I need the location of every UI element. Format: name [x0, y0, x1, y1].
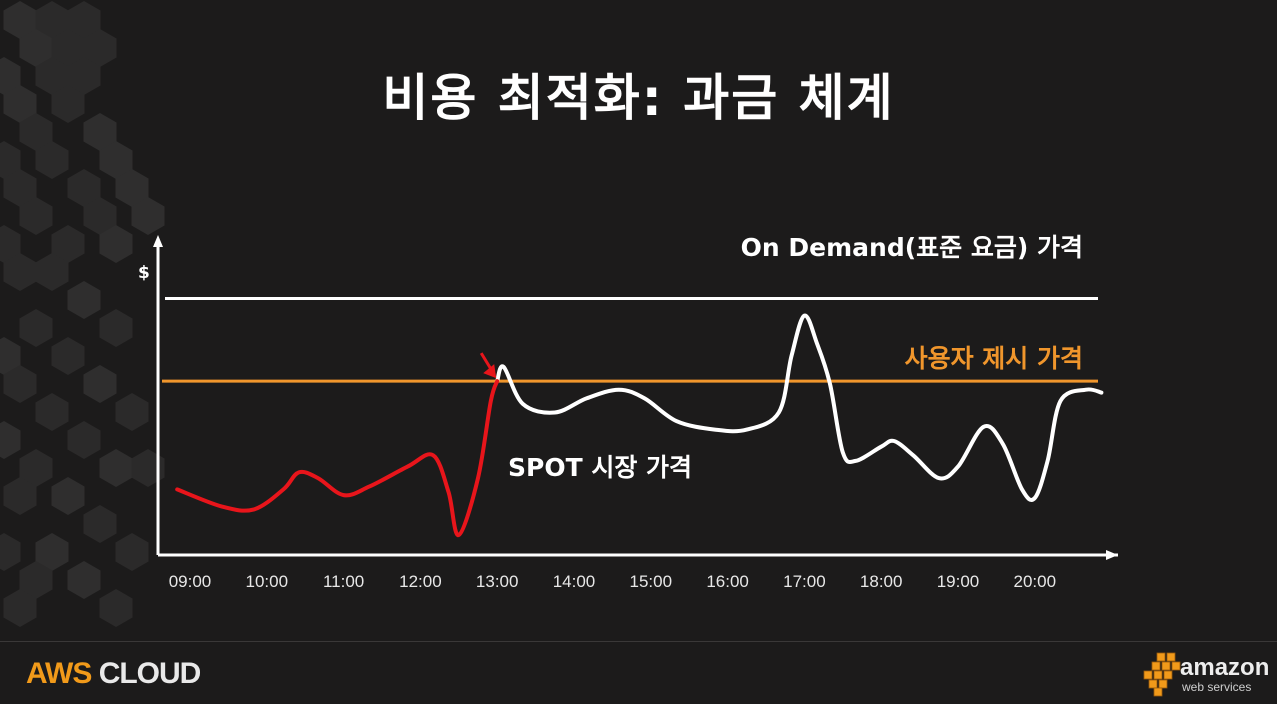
- hexagon-19: [19, 197, 53, 235]
- x-axis-arrow-icon: [1106, 550, 1118, 560]
- hexagon-37: [67, 421, 101, 459]
- web-services-wordmark: web services: [1182, 680, 1252, 694]
- y-axis-label: $: [138, 263, 150, 283]
- crossing-arrow-head-icon: [483, 364, 497, 379]
- hexagon-40: [131, 449, 165, 487]
- hexagon-50: [99, 589, 133, 627]
- on-demand-price-label: On Demand(표준 요금) 가격: [741, 233, 1083, 262]
- user-bid-price-label: 사용자 제시 가격: [905, 344, 1083, 373]
- hexagon-16: [3, 169, 37, 207]
- hexagon-33: [83, 365, 117, 403]
- hexagon-41: [3, 477, 37, 515]
- hexagon-0: [3, 1, 37, 39]
- hexagon-8: [67, 57, 101, 95]
- x-tick-label-8: 17:00: [783, 572, 826, 591]
- hexagon-5: [83, 29, 117, 67]
- spot-price-chart: $ 09:00 10:00 11:00 12:00 13:00 14:00 15:00 16:…: [138, 233, 1118, 591]
- hexagon-39: [99, 449, 133, 487]
- amazon-web-services-logo-icon: [1143, 652, 1181, 697]
- hexagon-43: [83, 505, 117, 543]
- hexagon-18: [115, 169, 149, 207]
- x-tick-label-3: 12:00: [399, 572, 442, 591]
- hexagon-22: [0, 225, 21, 263]
- hexagon-44: [0, 533, 21, 571]
- hexagon-6: [0, 57, 21, 95]
- hexagon-24: [99, 225, 133, 263]
- aws-cloud-logo: AWS CLOUD: [26, 657, 202, 691]
- x-tick-label-1: 10:00: [246, 572, 289, 591]
- x-tick-label-10: 19:00: [937, 572, 980, 591]
- footer-divider: [0, 641, 1277, 642]
- x-tick-label-6: 15:00: [630, 572, 673, 591]
- page-title: 비용 최적화: 과금 체계: [382, 69, 895, 127]
- hexagon-30: [0, 337, 21, 375]
- amazon-wordmark: amazon: [1180, 654, 1270, 681]
- hexagon-7: [35, 57, 69, 95]
- aws-cloud-logo-aws: AWS: [26, 657, 92, 690]
- x-tick-label-5: 14:00: [553, 572, 596, 591]
- hexagon-15: [99, 141, 133, 179]
- hexagon-1: [35, 1, 69, 39]
- hexagon-31: [51, 337, 85, 375]
- x-tick-label-2: 11:00: [323, 572, 364, 591]
- hexagon-10: [51, 85, 85, 123]
- spot-price-label: SPOT 시장 가격: [508, 453, 692, 482]
- hexagon-47: [19, 561, 53, 599]
- hexagon-42: [51, 477, 85, 515]
- hexagon-14: [35, 141, 69, 179]
- hexagon-26: [35, 253, 69, 291]
- hexagon-3: [19, 29, 53, 67]
- spot-price-line-above-bid: [495, 313, 1104, 502]
- x-tick-label-9: 18:00: [860, 572, 903, 591]
- hexagon-17: [67, 169, 101, 207]
- chart-axes: $: [138, 235, 1118, 560]
- hexagon-25: [3, 253, 37, 291]
- hexagon-11: [19, 113, 53, 151]
- hexagon-46: [115, 533, 149, 571]
- hexagon-12: [83, 113, 117, 151]
- hexagon-28: [19, 309, 53, 347]
- hexagon-36: [0, 421, 21, 459]
- hexagon-4: [51, 29, 85, 67]
- x-tick-label-11: 20:00: [1014, 572, 1057, 591]
- hexagon-38: [19, 449, 53, 487]
- hexagon-21: [131, 197, 165, 235]
- hexagon-45: [35, 533, 69, 571]
- x-axis-ticks: 09:00 10:00 11:00 12:00 13:00 14:00 15:00 16:00…: [169, 572, 1056, 591]
- hexagon-9: [3, 85, 37, 123]
- y-axis-arrow-icon: [153, 235, 163, 247]
- hexagon-32: [3, 365, 37, 403]
- x-tick-label-0: 09:00: [169, 572, 212, 591]
- hexagon-34: [35, 393, 69, 431]
- hexagon-27: [67, 281, 101, 319]
- hexagon-48: [67, 561, 101, 599]
- hexagon-2: [67, 1, 101, 39]
- series-layer: [162, 297, 1104, 538]
- hexagon-29: [99, 309, 133, 347]
- hexagon-13: [0, 141, 21, 179]
- hexagon-20: [83, 197, 117, 235]
- hexagon-35: [115, 393, 149, 431]
- x-tick-label-4: 13:00: [476, 572, 519, 591]
- spot-price-line-below-bid: [175, 379, 500, 538]
- hexagon-23: [51, 225, 85, 263]
- hexagon-49: [3, 589, 37, 627]
- x-tick-label-7: 16:00: [706, 572, 749, 591]
- aws-cloud-logo-cloud: CLOUD: [98, 657, 202, 690]
